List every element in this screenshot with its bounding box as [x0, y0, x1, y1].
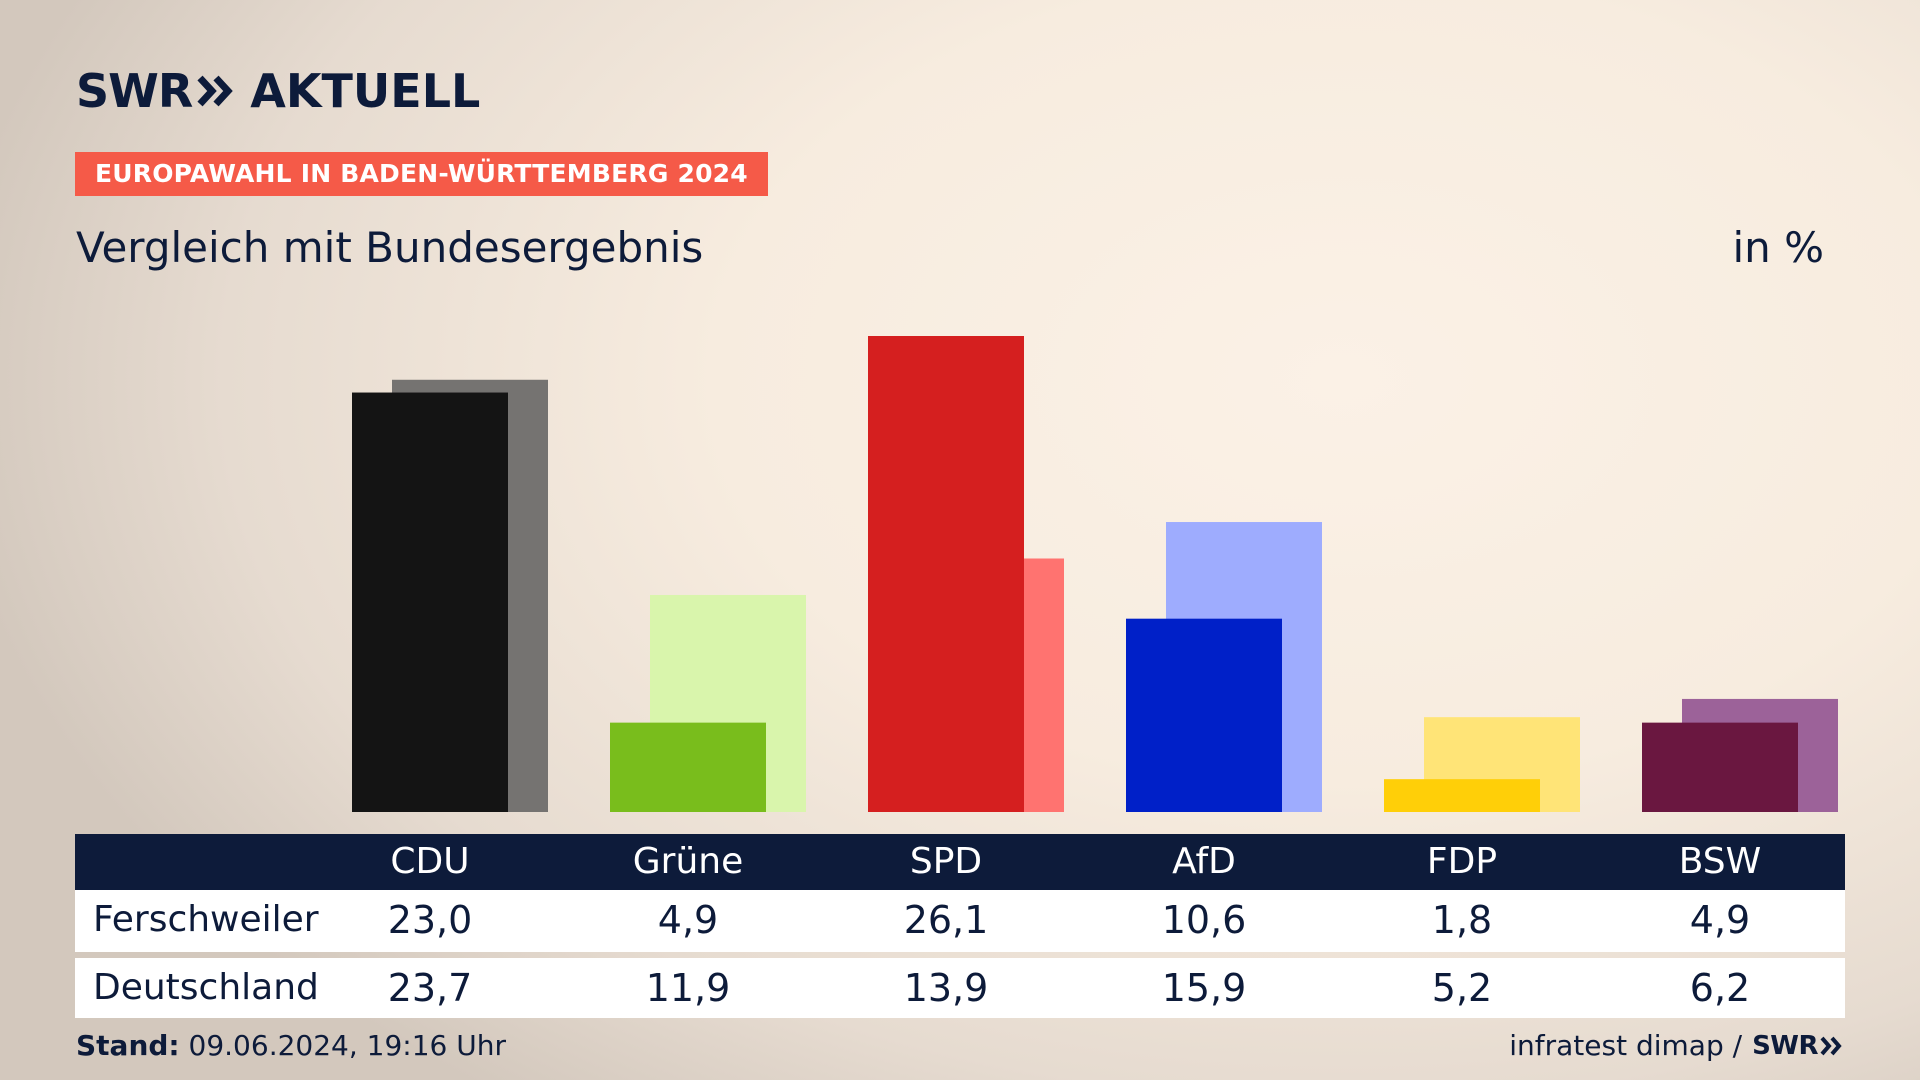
results-table: CDU Grüne SPD AfD FDP BSW Ferschweiler 23,0 4,…	[75, 834, 1845, 1018]
bar-deutschland-cdu	[392, 379, 548, 812]
value-ferschweiler-grüne: 4,9	[657, 898, 719, 942]
column-header-spd: SPD	[909, 841, 983, 882]
value-deutschland-spd: 13,9	[903, 966, 989, 1010]
source-logo-text: SWR	[1752, 1031, 1818, 1061]
bar-deutschland-spd	[908, 558, 1064, 812]
value-ferschweiler-afd: 10,6	[1161, 898, 1247, 942]
timestamp: Stand: 09.06.2024, 19:16 Uhr	[76, 1028, 506, 1064]
bar-ferschweiler-grüne	[610, 722, 766, 812]
election-kicker: EUROPAWAHL IN BADEN-WÜRTTEMBERG 2024	[75, 152, 768, 196]
row-label: Deutschland	[93, 967, 319, 1008]
table-row: Ferschweiler 23,0 4,9 26,1 10,6 1,8 4,9	[75, 890, 1845, 952]
column-header-cdu: CDU	[390, 841, 470, 882]
value-deutschland-afd: 15,9	[1161, 966, 1247, 1010]
logo-aktuell-text: AKTUELL	[250, 64, 481, 118]
column-header-grüne: Grüne	[632, 841, 744, 882]
double-chevron-icon	[1820, 1036, 1842, 1056]
bar-ferschweiler-fdp	[1384, 779, 1540, 812]
stand-label: Stand:	[76, 1029, 180, 1062]
table-header: CDU Grüne SPD AfD FDP BSW	[75, 834, 1845, 890]
value-ferschweiler-bsw: 4,9	[1689, 898, 1751, 942]
column-header-afd: AfD	[1172, 841, 1236, 882]
bar-deutschland-bsw	[1682, 698, 1838, 812]
value-deutschland-fdp: 5,2	[1431, 966, 1493, 1010]
value-deutschland-grüne: 11,9	[645, 966, 731, 1010]
bar-deutschland-fdp	[1424, 717, 1580, 812]
table-row: Deutschland 23,7 11,9 13,9 15,9 5,2 6,2	[75, 958, 1845, 1018]
unit-label: in %	[1732, 223, 1824, 272]
value-ferschweiler-fdp: 1,8	[1431, 898, 1493, 942]
value-ferschweiler-spd: 26,1	[903, 898, 989, 942]
bar-ferschweiler-bsw	[1642, 722, 1798, 812]
swr-aktuell-logo: SWR AKTUELL	[76, 66, 480, 116]
value-deutschland-bsw: 6,2	[1689, 966, 1751, 1010]
source-credit: infratest dimap / SWR	[1509, 1028, 1844, 1064]
bar-ferschweiler-spd	[868, 336, 1024, 812]
source-text: infratest dimap /	[1509, 1029, 1743, 1062]
bar-deutschland-grüne	[650, 594, 806, 812]
row-label: Ferschweiler	[93, 899, 319, 940]
value-ferschweiler-cdu: 23,0	[387, 898, 473, 942]
column-header-bsw: BSW	[1678, 841, 1762, 882]
bar-ferschweiler-cdu	[352, 392, 508, 812]
column-header-fdp: FDP	[1426, 841, 1498, 882]
double-chevron-icon	[197, 75, 234, 107]
stand-value: 09.06.2024, 19:16 Uhr	[188, 1029, 506, 1062]
bar-ferschweiler-afd	[1126, 618, 1282, 812]
value-deutschland-cdu: 23,7	[387, 966, 473, 1010]
bar-deutschland-afd	[1166, 522, 1322, 812]
chart-title: Vergleich mit Bundesergebnis	[76, 223, 704, 272]
logo-swr-text: SWR	[76, 64, 193, 118]
